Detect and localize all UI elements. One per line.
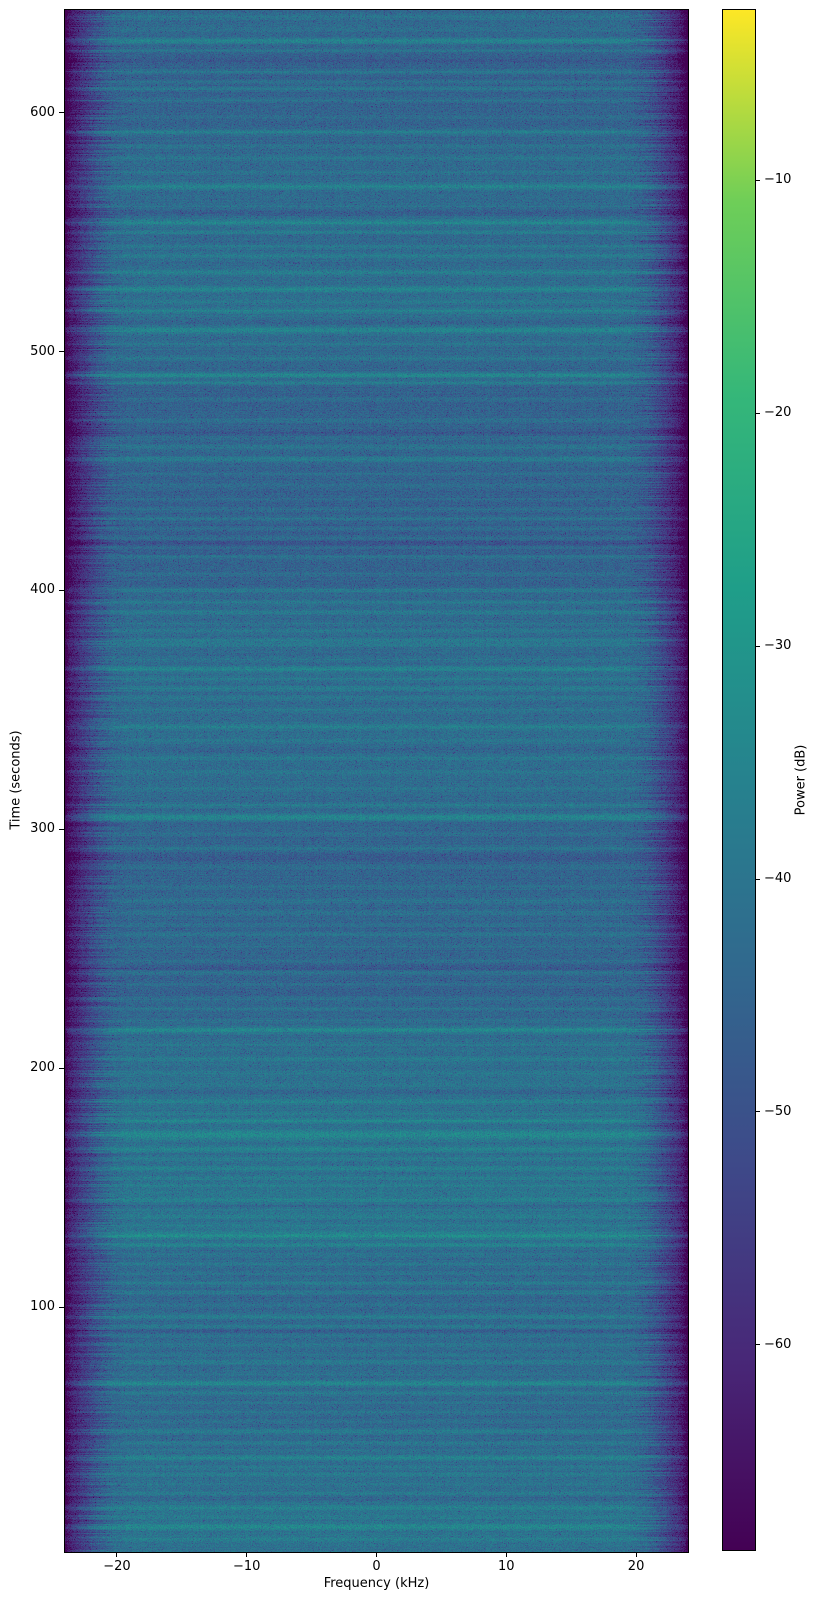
colorbar-tick-label: −30 [764,638,792,654]
y-tick [59,1306,64,1308]
colorbar-tick [756,1111,760,1113]
y-tick [59,112,64,114]
x-tick [116,1553,118,1557]
x-tick-label: 20 [627,1559,645,1574]
x-axis-label: Frequency (kHz) [323,1576,430,1591]
x-tick-label: 0 [372,1559,381,1574]
x-tick [635,1553,637,1557]
y-tick-label: 400 [30,582,55,598]
x-tick [505,1553,507,1557]
y-tick-label: 200 [30,1060,55,1076]
y-tick-label: 500 [30,343,55,359]
colorbar-tick-label: −40 [764,871,792,887]
x-tick-label: 10 [498,1559,515,1574]
colorbar-gradient [723,10,755,1550]
plot-area [64,9,689,1553]
y-axis-label: Time (seconds) [8,730,24,830]
x-tick-label: −20 [103,1559,131,1574]
colorbar-tick-label: −60 [764,1336,792,1352]
colorbar-tick [756,1344,760,1346]
x-tick [376,1553,377,1557]
colorbar-tick [756,412,760,414]
colorbar-tick-label: −10 [764,172,792,188]
colorbar-tick [756,645,760,647]
colorbar-tick-label: −50 [764,1103,792,1119]
y-tick [59,1067,64,1069]
colorbar-tick-label: −20 [764,405,792,421]
x-tick [246,1553,248,1557]
y-tick [59,589,64,591]
x-tick-label: −10 [232,1559,261,1574]
colorbar-tick [756,179,760,181]
y-tick [59,351,64,353]
colorbar-label: Power (dB) [793,744,809,816]
spectrogram-canvas [65,10,688,1552]
y-tick-label: 600 [30,104,55,120]
colorbar [722,9,756,1551]
y-tick-label: 300 [30,821,55,837]
colorbar-tick [756,878,760,880]
y-tick [59,828,64,830]
y-tick-label: 100 [30,1299,55,1315]
